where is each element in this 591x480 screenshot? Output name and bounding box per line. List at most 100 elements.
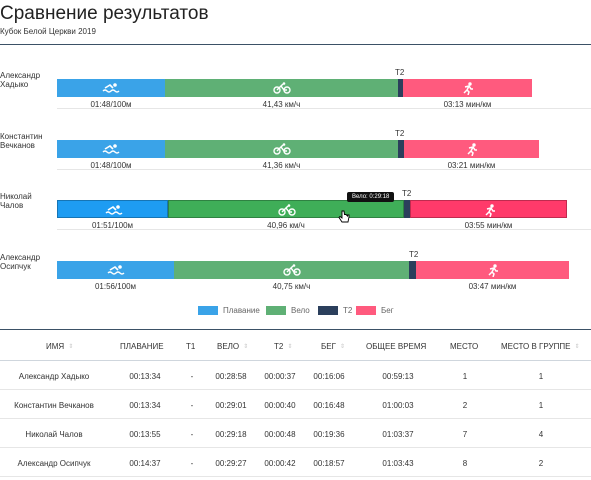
column-header-place[interactable]: Место (450, 342, 478, 351)
cell-t2: 00:00:48 (264, 430, 296, 439)
bicycle-icon (277, 204, 297, 216)
cell-group-place: 2 (538, 459, 544, 468)
athlete-first-name: Александр (0, 71, 41, 80)
t2-marker-label: T2 (395, 129, 405, 138)
page-title: Сравнение результатов (0, 3, 209, 24)
bar-segment-swim[interactable] (57, 261, 174, 279)
bicycle-icon (272, 82, 292, 94)
bar-segment-t2[interactable] (409, 261, 416, 279)
column-header-t1-label: T1 (186, 342, 196, 351)
bar-segment-t2[interactable] (398, 79, 403, 97)
row-divider (57, 108, 591, 109)
cell-name: Константин Вечканов (14, 401, 94, 410)
column-header-group-place[interactable]: Место в группе ⇕ (501, 342, 579, 351)
legend-swatch-bike (266, 306, 286, 315)
cell-t1: - (190, 401, 194, 410)
cell-group-place: 1 (538, 372, 544, 381)
bar-segment-bike[interactable] (174, 261, 409, 279)
column-header-swim-label: Плавание (120, 342, 164, 351)
cell-name: Александр Хадыко (18, 372, 90, 381)
column-header-total[interactable]: Общее время (366, 342, 426, 351)
sort-arrows-icon: ⇕ (287, 344, 293, 350)
bar-segment-run[interactable] (410, 200, 567, 218)
cell-place: 2 (462, 401, 468, 410)
cell-run: 00:19:36 (313, 430, 345, 439)
segment-tooltip: Вело: 0:29:18 (347, 192, 395, 202)
cell-bike: 00:29:01 (215, 401, 247, 410)
athlete-row: Николай Чалов 01:51/100м 40,96 км/ч 03:55 ми… (0, 169, 591, 230)
column-header-swim[interactable]: Плавание (120, 342, 164, 351)
hand-pointer-cursor-icon (338, 210, 350, 229)
bar-segment-run[interactable] (404, 140, 539, 158)
chart-legend: Плавание Вело T2 Бег (0, 306, 591, 318)
t2-marker-label: T2 (402, 189, 412, 198)
column-header-bike[interactable]: Вело ⇕ (217, 342, 248, 351)
cell-run: 00:16:48 (313, 401, 345, 410)
results-table-header: Имя ⇕ Плавание T1 Вело ⇕ T2 ⇕ Бег ⇕ Общее вр… (0, 333, 591, 361)
cell-swim: 00:14:37 (129, 459, 161, 468)
bar-segment-run[interactable] (416, 261, 569, 279)
bar-segment-t2[interactable] (398, 140, 404, 158)
swimmer-icon (101, 143, 121, 155)
row-divider (57, 229, 591, 230)
athlete-name: Константин Вечканов (0, 132, 56, 150)
t2-marker-label: T2 (395, 68, 405, 77)
legend-swatch-run (356, 306, 376, 315)
table-row[interactable]: Константин Вечканов 00:13:34 - 00:29:01 00:0… (0, 391, 591, 419)
column-header-run[interactable]: Бег ⇕ (321, 342, 345, 351)
runner-icon (480, 203, 500, 217)
cell-total: 01:03:37 (382, 430, 414, 439)
cell-t2: 00:00:42 (264, 459, 296, 468)
cell-group-place: 4 (538, 430, 544, 439)
legend-label-swim: Плавание (223, 306, 260, 315)
athlete-last-name: Хадыко (0, 80, 29, 89)
table-row[interactable]: Александр Хадыко 00:13:34 - 00:28:58 00:00:3… (0, 362, 591, 390)
segment-label-bike: 40,75 км/ч (272, 282, 311, 291)
column-header-name[interactable]: Имя ⇕ (46, 342, 73, 351)
cell-bike: 00:28:58 (215, 372, 247, 381)
t2-marker-label: T2 (409, 250, 419, 259)
segment-label-swim: 01:48/100м (90, 100, 132, 109)
bar-segment-run[interactable] (403, 79, 532, 97)
column-header-run-label: Бег (321, 342, 336, 351)
column-header-group-place-label: Место в группе (501, 342, 571, 351)
swimmer-icon (106, 264, 126, 276)
segment-label-run: 03:21 мин/км (447, 161, 496, 170)
legend-swatch-swim (198, 306, 218, 315)
runner-icon (483, 263, 503, 277)
legend-item-t2[interactable]: T2 (318, 306, 352, 315)
page-subtitle: Кубок Белой Церкви 2019 (0, 27, 96, 36)
bicycle-icon (272, 143, 292, 155)
legend-item-bike[interactable]: Вело (266, 306, 310, 315)
bar-segment-bike[interactable] (165, 79, 398, 97)
bar-segment-swim[interactable] (57, 140, 165, 158)
athlete-row: Александр Хадыко 01:48/100м 41,43 км/ч 03:13… (0, 48, 591, 109)
column-header-t2[interactable]: T2 ⇕ (274, 342, 292, 351)
column-header-bike-label: Вело (217, 342, 240, 351)
athlete-row: Александр Осипчук 01:56/100м 40,75 км/ч 03:4… (0, 230, 591, 291)
runner-icon (462, 142, 482, 156)
legend-swatch-t2 (318, 306, 338, 315)
cell-place: 8 (462, 459, 468, 468)
row-divider (57, 169, 591, 170)
legend-item-run[interactable]: Бег (356, 306, 394, 315)
bar-segment-bike[interactable] (165, 140, 398, 158)
athlete-name: Александр Хадыко (0, 71, 56, 89)
cell-name: Николай Чалов (25, 430, 83, 439)
cell-run: 00:16:06 (313, 372, 345, 381)
segment-label-bike: 41,43 км/ч (262, 100, 301, 109)
bicycle-icon (282, 264, 302, 276)
column-header-t1[interactable]: T1 (186, 342, 195, 351)
segment-label-run: 03:13 мин/км (443, 100, 492, 109)
bar-segment-t2[interactable] (404, 200, 410, 218)
legend-item-swim[interactable]: Плавание (198, 306, 260, 315)
bar-segment-bike[interactable] (168, 200, 404, 218)
cell-name: Александр Осипчук (17, 459, 91, 468)
sort-arrows-icon: ⇕ (243, 344, 249, 350)
bar-segment-swim[interactable] (57, 200, 168, 218)
runner-icon (458, 81, 478, 95)
table-row[interactable]: Николай Чалов 00:13:55 - 00:29:18 00:00:48 00… (0, 420, 591, 448)
bar-segment-swim[interactable] (57, 79, 165, 97)
table-top-divider (0, 329, 591, 330)
table-row[interactable]: Александр Осипчук 00:14:37 - 00:29:27 00:00:… (0, 449, 591, 477)
